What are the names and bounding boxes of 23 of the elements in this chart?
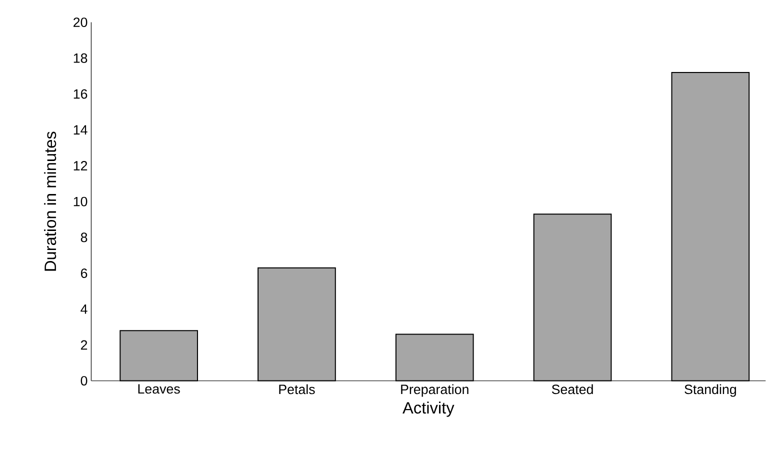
y-tick-label: 8: [80, 232, 88, 242]
y-tick-label: 16: [74, 89, 88, 99]
bar: [395, 334, 474, 382]
y-tick-label: 18: [74, 53, 88, 63]
y-tick-label: 20: [74, 17, 88, 27]
y-tick-label: 12: [74, 160, 88, 170]
x-tick-label: Preparation: [401, 384, 468, 397]
x-tick-label: Seated: [552, 384, 593, 394]
x-tick-label: Standing: [684, 384, 736, 397]
bar: [671, 72, 750, 382]
y-tick-label: 4: [80, 304, 88, 314]
x-tick-label: Leaves: [138, 384, 180, 394]
bar: [533, 214, 612, 382]
x-tick-label: Petals: [279, 384, 315, 394]
y-tick-label: 14: [74, 125, 88, 134]
y-tick-label: 2: [80, 340, 88, 350]
bar: [120, 330, 198, 382]
y-axis-title: Duration in minutes: [44, 132, 56, 271]
bar: [258, 267, 336, 382]
y-tick-label: 6: [80, 268, 88, 278]
y-tick-label: 10: [74, 196, 88, 206]
y-tick-label: 0: [80, 376, 88, 386]
x-axis-title: Activity: [402, 402, 454, 417]
